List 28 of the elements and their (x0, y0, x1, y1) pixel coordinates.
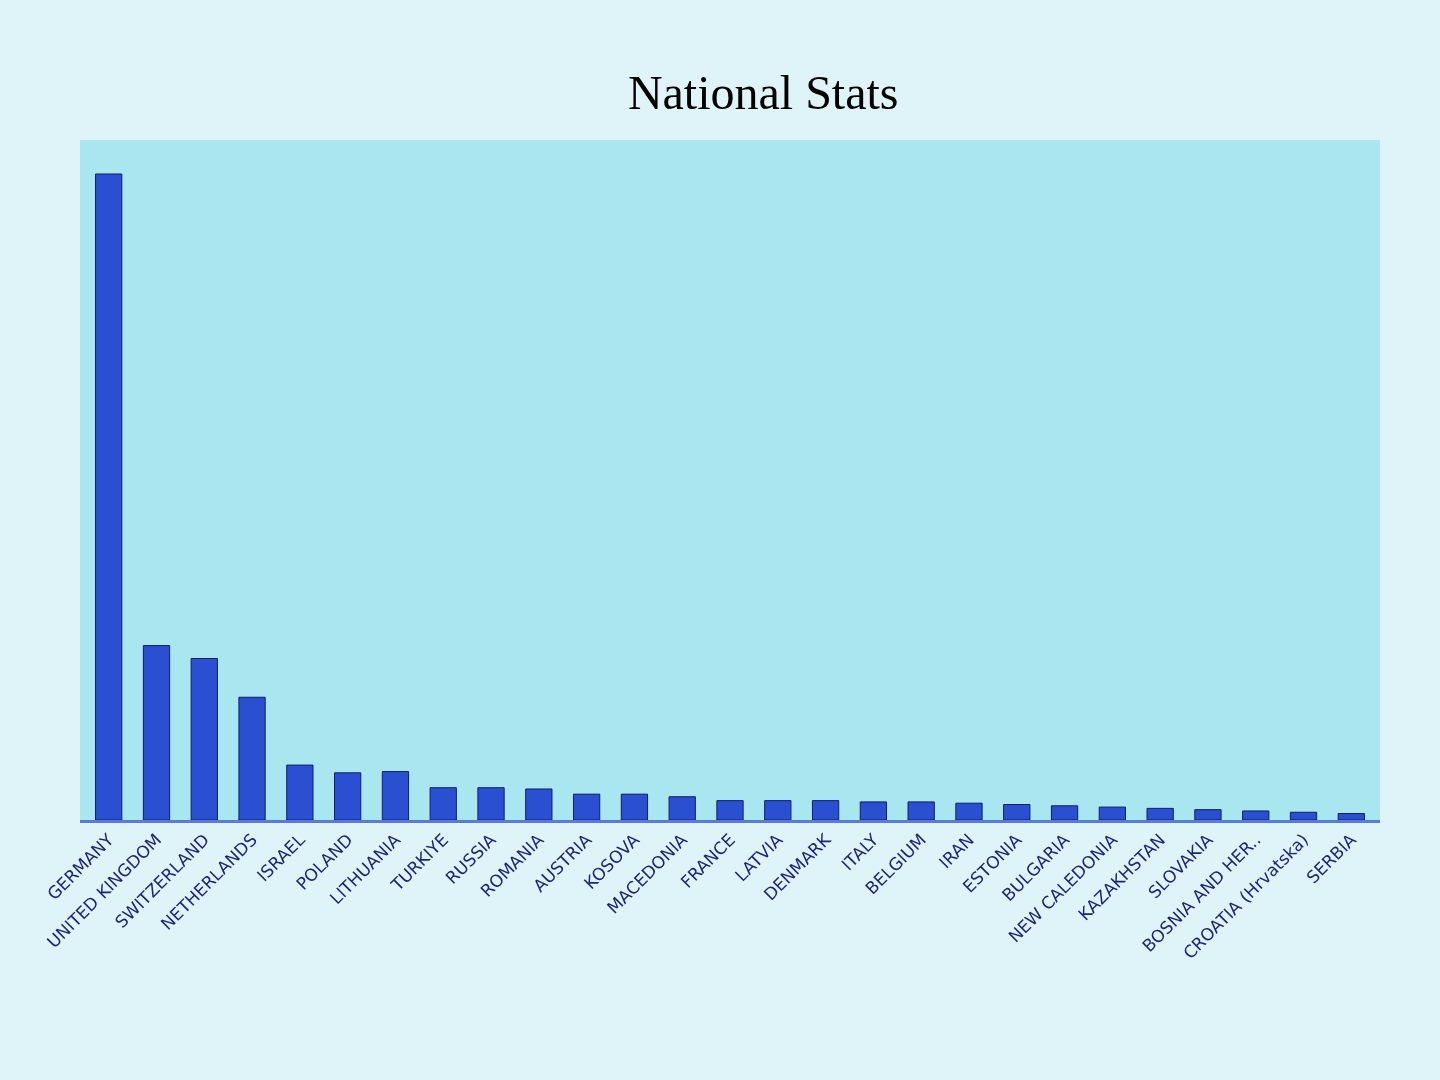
bar (1146, 807, 1174, 820)
bar (190, 658, 218, 820)
bar (668, 796, 696, 820)
bar (572, 793, 601, 820)
bar (955, 802, 983, 820)
chart-title: National Stats (627, 66, 899, 120)
bar (620, 793, 649, 820)
bar (1337, 813, 1365, 820)
bar (381, 771, 410, 820)
bar (1003, 804, 1031, 820)
bar (764, 800, 792, 820)
bar (1242, 810, 1270, 820)
bar (477, 787, 505, 820)
bar (811, 800, 840, 820)
bar (1050, 805, 1079, 820)
bar (1289, 811, 1318, 820)
bar (429, 787, 457, 820)
bar (238, 696, 266, 820)
bar (1098, 806, 1126, 820)
bar (525, 788, 553, 820)
bar (95, 173, 123, 820)
bar (716, 800, 744, 820)
bar (907, 801, 935, 820)
bar (286, 764, 314, 820)
bar (334, 772, 362, 820)
bar (1194, 809, 1222, 820)
bar (859, 801, 888, 820)
bar (142, 645, 171, 820)
